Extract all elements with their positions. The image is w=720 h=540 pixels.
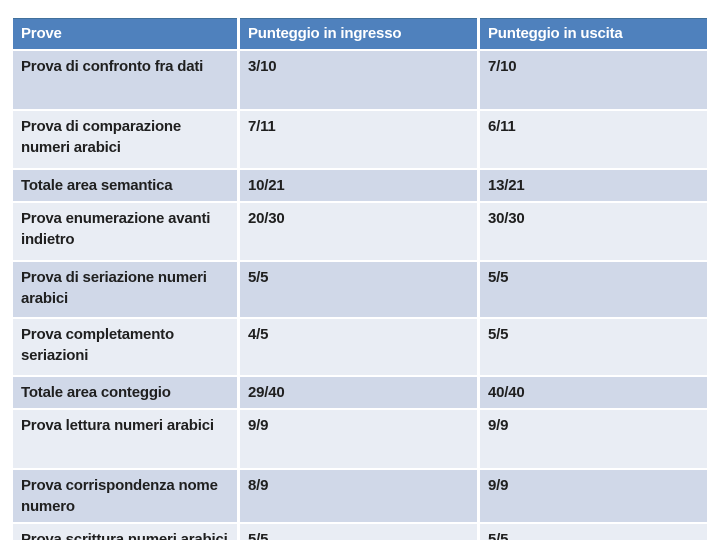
ingresso-cell: 8/9 [240,470,477,522]
prova-cell: Totale area semantica [13,170,237,201]
table-row: Prova corrispondenza nome numero 8/9 9/9 [13,470,707,522]
table-row: Prova di confronto fra dati 3/10 7/10 [13,51,707,109]
scores-table: Prove Punteggio in ingresso Punteggio in… [10,16,710,540]
uscita-cell: 5/5 [480,524,707,540]
column-header-prove: Prove [13,18,237,49]
ingresso-cell: 4/5 [240,319,477,375]
table-row: Prova di comparazione numeri arabici 7/1… [13,111,707,168]
header-row: Prove Punteggio in ingresso Punteggio in… [13,18,707,49]
uscita-cell: 6/11 [480,111,707,168]
prova-cell: Prova di comparazione numeri arabici [13,111,237,168]
column-header-uscita: Punteggio in uscita [480,18,707,49]
ingresso-cell: 20/30 [240,203,477,260]
ingresso-cell: 5/5 [240,262,477,317]
table-row: Prova enumerazione avanti indietro 20/30… [13,203,707,260]
ingresso-cell: 3/10 [240,51,477,109]
uscita-cell: 30/30 [480,203,707,260]
uscita-cell: 5/5 [480,262,707,317]
table-row: Prova di seriazione numeri arabici 5/5 5… [13,262,707,317]
slide: Prove Punteggio in ingresso Punteggio in… [0,16,720,540]
ingresso-cell: 7/11 [240,111,477,168]
column-header-ingresso: Punteggio in ingresso [240,18,477,49]
uscita-cell: 13/21 [480,170,707,201]
ingresso-cell: 5/5 [240,524,477,540]
prova-cell: Prova di confronto fra dati [13,51,237,109]
table-row: Prova scrittura numeri arabici 5/5 5/5 [13,524,707,540]
uscita-cell: 5/5 [480,319,707,375]
prova-cell: Totale area conteggio [13,377,237,408]
table-row: Totale area semantica 10/21 13/21 [13,170,707,201]
prova-cell: Prova lettura numeri arabici [13,410,237,468]
uscita-cell: 9/9 [480,410,707,468]
uscita-cell: 40/40 [480,377,707,408]
prova-cell: Prova corrispondenza nome numero [13,470,237,522]
table-row: Prova completamento seriazioni 4/5 5/5 [13,319,707,375]
ingresso-cell: 10/21 [240,170,477,201]
table-row: Prova lettura numeri arabici 9/9 9/9 [13,410,707,468]
prova-cell: Prova completamento seriazioni [13,319,237,375]
uscita-cell: 7/10 [480,51,707,109]
uscita-cell: 9/9 [480,470,707,522]
prova-cell: Prova scrittura numeri arabici [13,524,237,540]
prova-cell: Prova di seriazione numeri arabici [13,262,237,317]
ingresso-cell: 9/9 [240,410,477,468]
ingresso-cell: 29/40 [240,377,477,408]
table-row: Totale area conteggio 29/40 40/40 [13,377,707,408]
prova-cell: Prova enumerazione avanti indietro [13,203,237,260]
table-body: Prova di confronto fra dati 3/10 7/10 Pr… [13,51,707,540]
